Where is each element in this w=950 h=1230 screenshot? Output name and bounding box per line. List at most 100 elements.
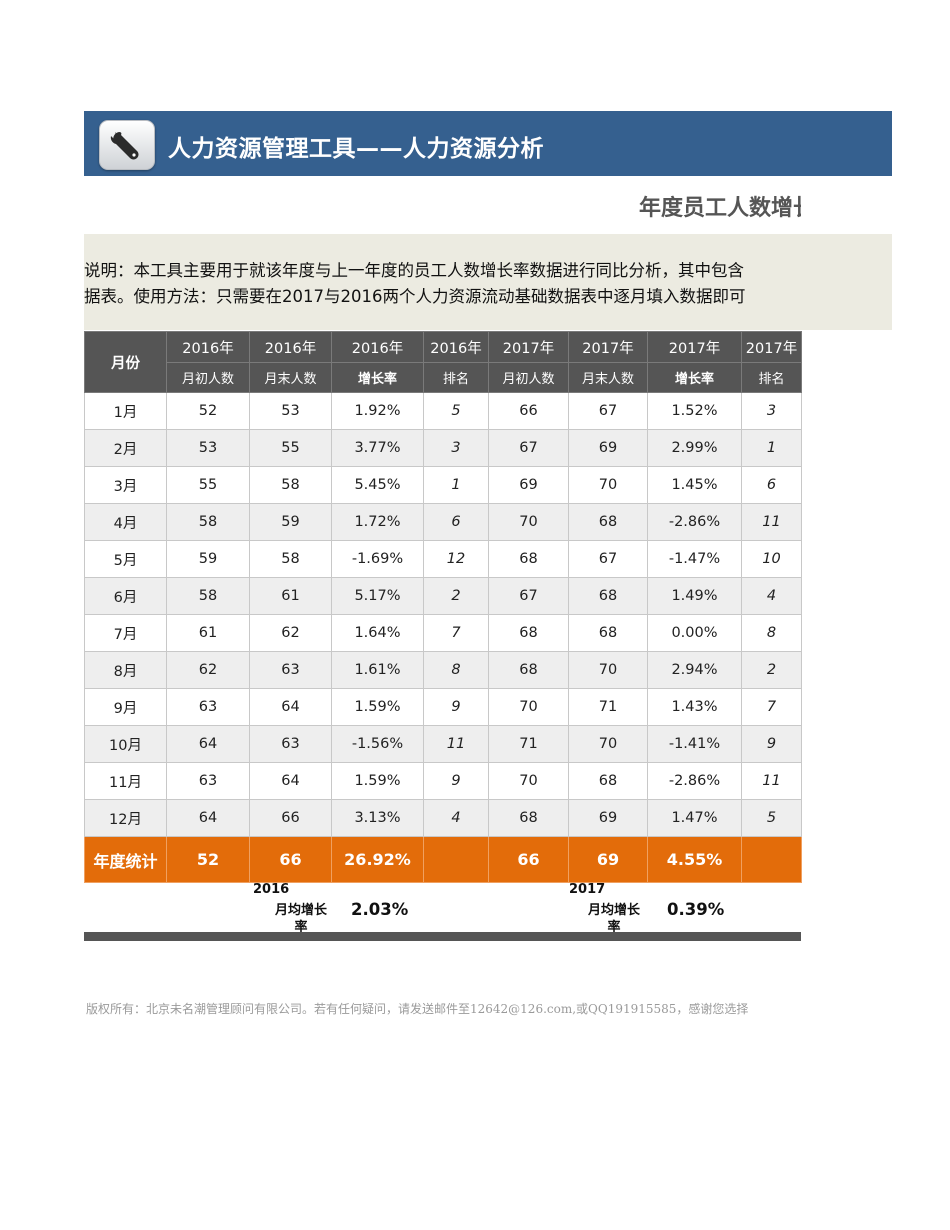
report-subtitle: 年度员工人数增长 xyxy=(638,196,801,221)
avg-value-2016: 2.03% xyxy=(351,900,409,919)
rank-cell: 7 xyxy=(741,688,802,726)
table-row: 2月 53 55 3.77% 3 67 69 2.99% 1 xyxy=(84,429,802,467)
data-cell: 1.52% xyxy=(647,392,742,430)
rank-cell: 6 xyxy=(423,503,489,541)
data-cell: 71 xyxy=(488,725,569,763)
data-cell: 68 xyxy=(488,614,569,652)
data-cell: 1.49% xyxy=(647,577,742,615)
column-header: 增长率 xyxy=(647,362,742,393)
rank-cell: 4 xyxy=(741,577,802,615)
avg-value-2017: 0.39% xyxy=(667,900,725,919)
data-cell: 70 xyxy=(488,762,569,800)
data-cell: -1.69% xyxy=(331,540,424,578)
month-cell: 4月 xyxy=(84,503,167,541)
data-cell: 1.59% xyxy=(331,688,424,726)
data-cell: 52 xyxy=(166,392,250,430)
empty-diagonal-cell xyxy=(423,836,489,883)
data-cell: 5.17% xyxy=(331,577,424,615)
table-row: 10月 64 63 -1.56% 11 71 70 -1.41% 9 xyxy=(84,725,802,763)
data-cell: 68 xyxy=(568,614,648,652)
avg-year-2017: 2017 xyxy=(569,882,606,897)
rank-cell: 5 xyxy=(423,392,489,430)
data-cell: 69 xyxy=(568,799,648,837)
table-row: 8月 62 63 1.61% 8 68 70 2.94% 2 xyxy=(84,651,802,689)
month-cell: 2月 xyxy=(84,429,167,467)
data-cell: 1.64% xyxy=(331,614,424,652)
data-cell: 62 xyxy=(249,614,332,652)
data-cell: 1.92% xyxy=(331,392,424,430)
data-cell: 70 xyxy=(488,688,569,726)
data-cell: 68 xyxy=(488,651,569,689)
table-row: 7月 61 62 1.64% 7 68 68 0.00% 8 xyxy=(84,614,802,652)
description-text: 说明：本工具主要用于就该年度与上一年度的员工人数增长率数据进行同比分析，其中包含… xyxy=(84,258,801,318)
data-cell: 66 xyxy=(249,799,332,837)
data-cell: 64 xyxy=(249,688,332,726)
rank-cell: 2 xyxy=(423,577,489,615)
header-banner: 人力资源管理工具——人力资源分析 xyxy=(84,111,892,176)
data-cell: -1.41% xyxy=(647,725,742,763)
data-cell: -1.47% xyxy=(647,540,742,578)
rank-cell: 3 xyxy=(741,392,802,430)
data-cell: -2.86% xyxy=(647,762,742,800)
data-cell: -2.86% xyxy=(647,503,742,541)
data-cell: 67 xyxy=(568,540,648,578)
data-cell: 63 xyxy=(249,651,332,689)
rank-cell: 8 xyxy=(741,614,802,652)
rank-cell: 4 xyxy=(423,799,489,837)
table-row: 3月 55 58 5.45% 1 69 70 1.45% 6 xyxy=(84,466,802,504)
total-cell: 26.92% xyxy=(331,836,424,883)
year-header: 2016年 xyxy=(331,331,424,363)
rank-cell: 1 xyxy=(741,429,802,467)
year-header: 2017年 xyxy=(647,331,742,363)
month-header: 月份 xyxy=(84,331,167,393)
data-cell: 1.45% xyxy=(647,466,742,504)
data-cell: 55 xyxy=(249,429,332,467)
data-cell: 68 xyxy=(488,540,569,578)
description-line-1: 说明：本工具主要用于就该年度与上一年度的员工人数增长率数据进行同比分析，其中包含 xyxy=(84,261,744,280)
data-cell: 59 xyxy=(166,540,250,578)
column-header: 排名 xyxy=(423,362,489,393)
data-cell: -1.56% xyxy=(331,725,424,763)
data-cell: 70 xyxy=(568,725,648,763)
wrench-icon xyxy=(99,120,155,170)
avg-year-2016: 2016 xyxy=(253,882,290,897)
data-cell: 53 xyxy=(166,429,250,467)
data-cell: 69 xyxy=(488,466,569,504)
total-cell: 66 xyxy=(488,836,569,883)
month-cell: 10月 xyxy=(84,725,167,763)
total-cell: 69 xyxy=(568,836,648,883)
bottom-divider xyxy=(84,932,801,941)
rank-cell: 11 xyxy=(423,725,489,763)
month-cell: 6月 xyxy=(84,577,167,615)
rank-cell: 9 xyxy=(741,725,802,763)
month-cell: 3月 xyxy=(84,466,167,504)
data-cell: 58 xyxy=(166,577,250,615)
total-label: 年度统计 xyxy=(84,836,167,883)
rank-cell: 7 xyxy=(423,614,489,652)
data-cell: 53 xyxy=(249,392,332,430)
data-cell: 55 xyxy=(166,466,250,504)
rank-cell: 11 xyxy=(741,503,802,541)
data-cell: 58 xyxy=(166,503,250,541)
year-header: 2017年 xyxy=(741,331,802,363)
data-cell: 62 xyxy=(166,651,250,689)
data-cell: 1.43% xyxy=(647,688,742,726)
month-cell: 9月 xyxy=(84,688,167,726)
rank-cell: 9 xyxy=(423,762,489,800)
data-cell: 1.59% xyxy=(331,762,424,800)
data-cell: 0.00% xyxy=(647,614,742,652)
data-cell: 3.13% xyxy=(331,799,424,837)
month-cell: 11月 xyxy=(84,762,167,800)
data-cell: 2.94% xyxy=(647,651,742,689)
annual-total-row: 年度统计 52 66 26.92% 66 69 4.55% xyxy=(84,836,802,883)
table-row: 12月 64 66 3.13% 4 68 69 1.47% 5 xyxy=(84,799,802,837)
data-cell: 67 xyxy=(568,392,648,430)
rank-cell: 12 xyxy=(423,540,489,578)
column-header: 月初人数 xyxy=(488,362,569,393)
month-cell: 7月 xyxy=(84,614,167,652)
year-header: 2016年 xyxy=(249,331,332,363)
table-row: 4月 58 59 1.72% 6 70 68 -2.86% 11 xyxy=(84,503,802,541)
data-cell: 68 xyxy=(568,577,648,615)
data-cell: 5.45% xyxy=(331,466,424,504)
data-cell: 68 xyxy=(568,503,648,541)
